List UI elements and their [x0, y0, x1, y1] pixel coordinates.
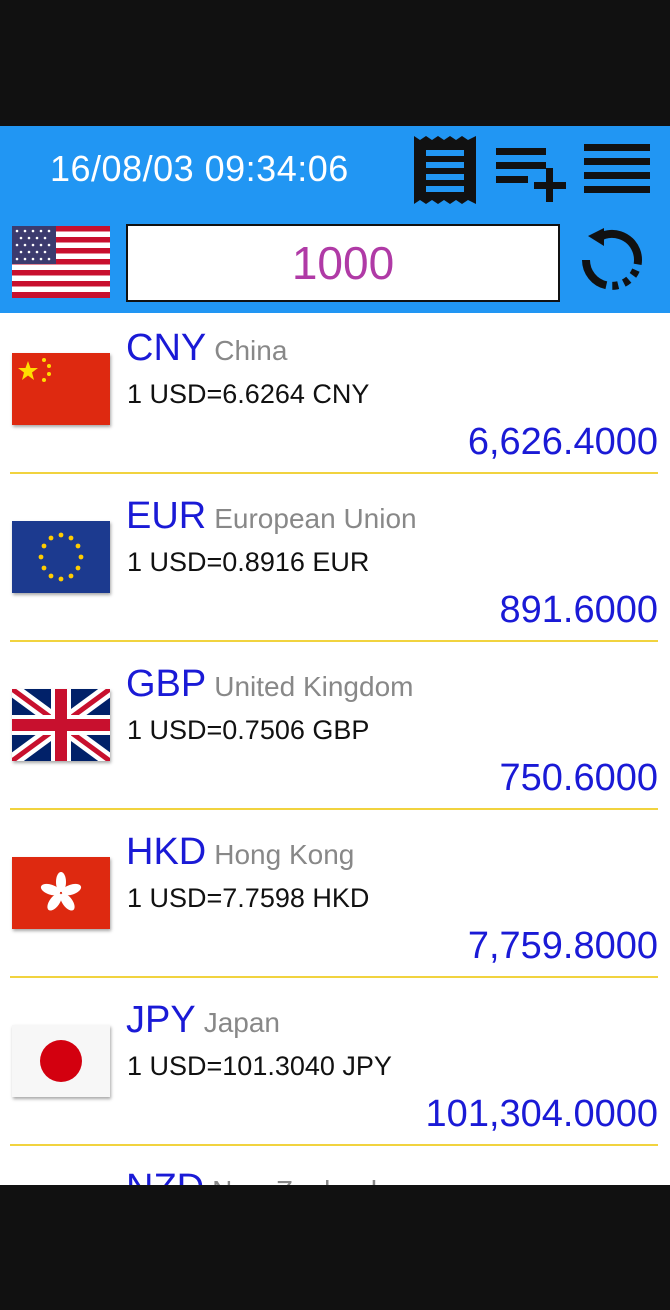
currency-code: CNY China [126, 327, 288, 369]
country-name: European Union [214, 503, 417, 534]
row-divider [10, 1144, 658, 1146]
receipt-icon[interactable] [412, 134, 478, 206]
converted-amount: 7,759.8000 [467, 925, 658, 967]
currency-code: JPY Japan [126, 999, 280, 1041]
playlist-add-icon[interactable] [494, 134, 568, 206]
refresh-icon[interactable] [574, 224, 646, 304]
row-divider [10, 640, 658, 642]
currency-row-nzd[interactable]: NZDNew Zealand [0, 1153, 670, 1185]
country-name: New Zealand [212, 1175, 377, 1185]
currency-code: GBP United Kingdom [126, 663, 414, 705]
us-flag-icon[interactable] [12, 226, 110, 298]
currency-code: NZDNew Zealand [126, 1167, 377, 1185]
hk-flag-icon [12, 857, 110, 929]
amount-input[interactable] [126, 224, 560, 302]
converted-amount: 750.6000 [499, 757, 659, 799]
country-name: China [214, 335, 288, 366]
menu-list-icon[interactable] [584, 134, 652, 206]
converted-amount: 891.6000 [499, 589, 659, 631]
row-divider [10, 976, 658, 978]
currency-row-gbp[interactable]: GBP United Kingdom 1 USD=0.7506 GBP 750.6… [0, 649, 670, 817]
eu-flag-icon [12, 521, 110, 593]
currency-row-eur[interactable]: EUR European Union 1 USD=0.8916 EUR 891.6… [0, 481, 670, 649]
cn-flag-icon [12, 353, 110, 425]
converted-amount: 101,304.0000 [425, 1093, 658, 1135]
status-bar-area [0, 0, 670, 126]
exchange-rate: 1 USD=0.8916 EUR [127, 547, 370, 577]
exchange-rate: 1 USD=101.3040 JPY [127, 1051, 392, 1081]
currency-row-hkd[interactable]: HKD Hong Kong 1 USD=7.7598 HKD 7,759.8000 [0, 817, 670, 985]
exchange-rate: 1 USD=0.7506 GBP [127, 715, 370, 745]
exchange-rate: 1 USD=7.7598 HKD [127, 883, 370, 913]
country-name: Japan [203, 1007, 280, 1038]
navigation-bar-area [0, 1185, 670, 1310]
currency-row-cny[interactable]: CNY China 1 USD=6.6264 CNY 6,626.4000 [0, 313, 670, 481]
row-divider [10, 472, 658, 474]
gb-flag-icon [12, 689, 110, 761]
currency-code: EUR European Union [126, 495, 417, 537]
row-divider [10, 808, 658, 810]
converted-amount: 6,626.4000 [467, 421, 658, 463]
jp-flag-icon [12, 1025, 110, 1097]
exchange-rate: 1 USD=6.6264 CNY [127, 379, 370, 409]
country-name: Hong Kong [214, 839, 355, 870]
currency-list: CNY China 1 USD=6.6264 CNY 6,626.4000 EUR… [0, 313, 670, 1185]
currency-code: HKD Hong Kong [126, 831, 355, 873]
country-name: United Kingdom [214, 671, 414, 702]
datetime-display: 16/08/03 09:34:06 [50, 148, 349, 189]
currency-row-jpy[interactable]: JPY Japan 1 USD=101.3040 JPY 101,304.0000 [0, 985, 670, 1153]
